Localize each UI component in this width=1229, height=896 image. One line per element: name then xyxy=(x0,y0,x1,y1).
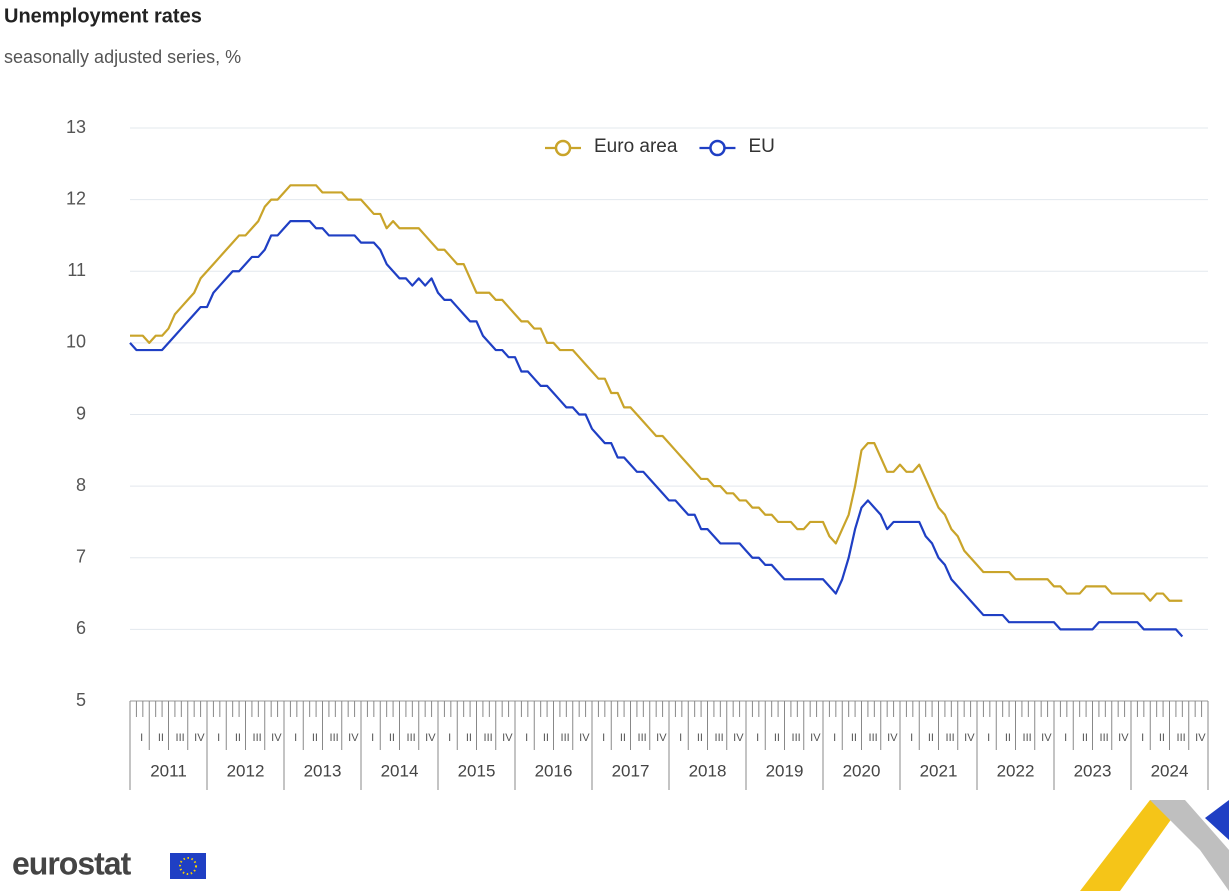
quarter-label: I xyxy=(371,732,374,744)
quarter-label: III xyxy=(1177,732,1186,744)
quarter-label: IV xyxy=(502,732,513,744)
quarter-label: I xyxy=(679,732,682,744)
quarter-label: II xyxy=(235,732,241,744)
y-tick-label: 5 xyxy=(76,690,86,710)
quarter-label: I xyxy=(448,732,451,744)
quarter-label: III xyxy=(1100,732,1109,744)
quarter-label: I xyxy=(1141,732,1144,744)
year-label: 2017 xyxy=(612,761,650,780)
quarter-label: II xyxy=(1159,732,1165,744)
quarter-label: IV xyxy=(194,732,205,744)
year-label: 2014 xyxy=(381,761,419,780)
quarter-label: II xyxy=(928,732,934,744)
series-line xyxy=(130,184,1183,602)
year-label: 2019 xyxy=(766,761,804,780)
quarter-label: III xyxy=(638,732,647,744)
quarter-label: IV xyxy=(348,732,359,744)
year-label: 2020 xyxy=(843,761,881,780)
quarter-label: I xyxy=(602,732,605,744)
quarter-label: II xyxy=(312,732,318,744)
y-tick-label: 10 xyxy=(66,332,86,352)
quarter-label: II xyxy=(389,732,395,744)
year-label: 2021 xyxy=(920,761,958,780)
quarter-label: I xyxy=(987,732,990,744)
quarter-label: II xyxy=(851,732,857,744)
quarter-label: I xyxy=(217,732,220,744)
series-line xyxy=(129,220,1184,638)
year-label: 2023 xyxy=(1074,761,1112,780)
logo-text: eurostat xyxy=(12,845,132,881)
year-label: 2022 xyxy=(997,761,1035,780)
chart-subtitle: seasonally adjusted series, % xyxy=(4,47,241,67)
quarter-label: II xyxy=(466,732,472,744)
quarter-label: III xyxy=(407,732,416,744)
quarter-label: III xyxy=(946,732,955,744)
year-label: 2013 xyxy=(304,761,342,780)
decor xyxy=(1150,800,1229,891)
quarter-label: III xyxy=(561,732,570,744)
decor xyxy=(1080,800,1185,891)
quarter-label: I xyxy=(140,732,143,744)
quarter-label: III xyxy=(1023,732,1032,744)
quarter-label: III xyxy=(715,732,724,744)
quarter-label: II xyxy=(774,732,780,744)
quarter-label: III xyxy=(330,732,339,744)
chart-title: Unemployment rates xyxy=(4,5,202,27)
y-tick-label: 8 xyxy=(76,475,86,495)
quarter-label: I xyxy=(525,732,528,744)
quarter-label: IV xyxy=(887,732,898,744)
quarter-label: IV xyxy=(271,732,282,744)
year-label: 2016 xyxy=(535,761,573,780)
year-label: 2024 xyxy=(1151,761,1189,780)
quarter-label: III xyxy=(253,732,262,744)
quarter-label: III xyxy=(792,732,801,744)
year-label: 2015 xyxy=(458,761,496,780)
legend-label: EU xyxy=(748,136,774,157)
y-tick-label: 12 xyxy=(66,188,86,208)
quarter-label: I xyxy=(756,732,759,744)
quarter-label: I xyxy=(833,732,836,744)
quarter-label: II xyxy=(697,732,703,744)
quarter-label: III xyxy=(484,732,493,744)
quarter-label: IV xyxy=(656,732,667,744)
quarter-label: II xyxy=(1005,732,1011,744)
year-label: 2012 xyxy=(227,761,265,780)
quarter-label: I xyxy=(294,732,297,744)
y-tick-label: 13 xyxy=(66,117,86,137)
quarter-label: II xyxy=(158,732,164,744)
year-label: 2018 xyxy=(689,761,727,780)
quarter-label: IV xyxy=(964,732,975,744)
legend-marker xyxy=(554,139,572,157)
quarter-label: I xyxy=(1064,732,1067,744)
year-label: 2011 xyxy=(150,761,187,780)
y-tick-label: 6 xyxy=(76,618,86,638)
legend-marker xyxy=(709,139,726,157)
logo-flag xyxy=(170,853,206,879)
quarter-label: IV xyxy=(1118,732,1129,744)
logo-stars xyxy=(179,857,197,875)
quarter-label: IV xyxy=(810,732,821,744)
y-tick-label: 9 xyxy=(76,403,86,423)
quarter-label: III xyxy=(176,732,185,744)
quarter-label: IV xyxy=(579,732,590,744)
quarter-label: II xyxy=(620,732,626,744)
decor xyxy=(1205,800,1229,840)
legend-label: Euro area xyxy=(594,136,678,157)
quarter-label: IV xyxy=(425,732,436,744)
quarter-label: IV xyxy=(733,732,744,744)
quarter-label: II xyxy=(1082,732,1088,744)
y-tick-label: 7 xyxy=(76,547,86,567)
quarter-label: II xyxy=(543,732,549,744)
y-tick-label: 11 xyxy=(67,260,86,280)
quarter-label: I xyxy=(910,732,913,744)
quarter-label: III xyxy=(869,732,878,744)
quarter-label: IV xyxy=(1041,732,1052,744)
quarter-label: IV xyxy=(1195,732,1206,744)
